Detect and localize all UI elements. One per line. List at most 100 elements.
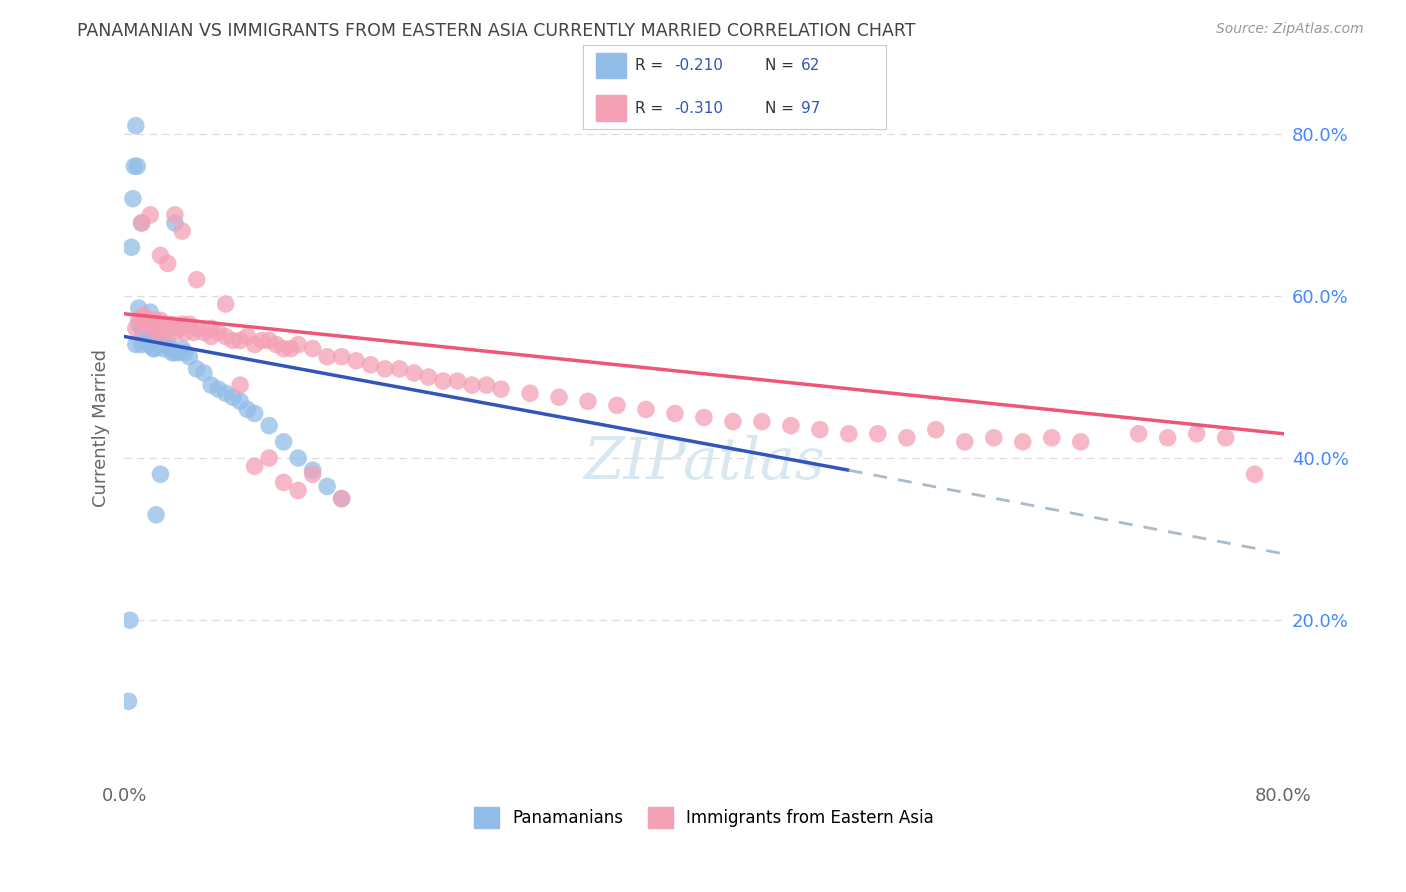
Point (128, 301, 150, 315)
Point (287, 483, 309, 498)
Point (186, 362, 208, 376)
Point (866, 426, 889, 441)
Point (576, 394, 599, 409)
Point (388, 362, 411, 376)
Point (138, 318, 160, 332)
Point (489, 382, 512, 396)
Point (174, 326, 197, 340)
Point (316, 479, 339, 493)
Text: R =: R = (636, 58, 668, 73)
Point (243, 459, 266, 474)
Point (174, 345, 197, 359)
Point (1011, 434, 1033, 449)
Point (779, 418, 801, 433)
Point (169, 321, 191, 335)
Point (461, 378, 484, 392)
Point (330, 350, 353, 364)
Point (179, 318, 201, 332)
Point (139, 334, 162, 348)
Point (330, 491, 353, 506)
Point (142, 318, 165, 332)
Point (135, 318, 157, 332)
Point (135, 313, 157, 327)
Point (121, 240, 143, 254)
Point (122, 192, 145, 206)
Point (193, 326, 215, 340)
Point (150, 337, 173, 351)
Text: -0.310: -0.310 (675, 101, 723, 116)
Point (152, 342, 174, 356)
Point (148, 318, 170, 332)
Point (721, 415, 744, 429)
Point (664, 407, 686, 421)
Point (250, 334, 273, 348)
Point (229, 334, 252, 348)
Point (186, 321, 208, 335)
Point (215, 297, 238, 311)
Text: R =: R = (636, 101, 668, 116)
Point (138, 337, 160, 351)
Point (153, 326, 176, 340)
Point (132, 329, 155, 343)
Text: Source: ZipAtlas.com: Source: ZipAtlas.com (1216, 22, 1364, 37)
Point (117, 694, 139, 708)
Point (127, 159, 149, 173)
Point (145, 318, 167, 332)
Point (838, 426, 860, 441)
Point (418, 370, 440, 384)
Point (142, 342, 165, 356)
Point (432, 374, 454, 388)
Point (236, 402, 259, 417)
Point (374, 362, 396, 376)
Text: N =: N = (765, 58, 799, 73)
Text: 62: 62 (801, 58, 821, 73)
Point (1215, 431, 1237, 445)
Point (519, 386, 541, 401)
Point (236, 329, 259, 343)
Point (128, 318, 150, 332)
Point (266, 337, 288, 351)
Point (183, 326, 205, 340)
Point (360, 358, 382, 372)
Point (118, 613, 141, 627)
Point (207, 326, 229, 340)
Point (139, 305, 162, 319)
Point (156, 334, 179, 348)
Point (301, 463, 323, 477)
Point (134, 309, 156, 323)
Point (143, 342, 166, 356)
Point (1156, 431, 1178, 445)
Point (280, 342, 302, 356)
Point (1185, 426, 1208, 441)
Point (273, 475, 295, 490)
Point (606, 398, 628, 412)
Point (925, 423, 948, 437)
Point (215, 386, 238, 401)
Bar (596, 54, 626, 78)
Point (136, 326, 159, 340)
Point (222, 334, 245, 348)
Point (131, 321, 153, 335)
Point (548, 390, 571, 404)
Point (475, 378, 498, 392)
Point (134, 321, 156, 335)
Point (693, 410, 716, 425)
Point (163, 216, 186, 230)
Point (243, 337, 266, 351)
Point (146, 326, 169, 340)
Point (896, 431, 918, 445)
Point (160, 345, 183, 359)
Point (207, 382, 229, 396)
Point (148, 337, 170, 351)
Point (172, 224, 194, 238)
Point (273, 434, 295, 449)
Point (200, 321, 222, 335)
Text: 97: 97 (801, 101, 821, 116)
Legend: Panamanians, Immigrants from Eastern Asia: Panamanians, Immigrants from Eastern Asi… (467, 801, 941, 834)
Point (139, 321, 162, 335)
Bar (596, 95, 626, 120)
Point (404, 366, 426, 380)
Point (156, 256, 179, 270)
Point (136, 313, 159, 327)
Point (257, 418, 280, 433)
